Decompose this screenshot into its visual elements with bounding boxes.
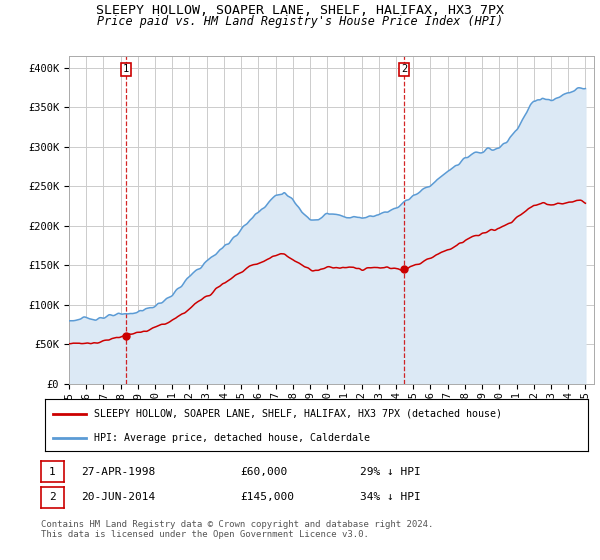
- Text: SLEEPY HOLLOW, SOAPER LANE, SHELF, HALIFAX, HX3 7PX: SLEEPY HOLLOW, SOAPER LANE, SHELF, HALIF…: [96, 4, 504, 17]
- Text: 34% ↓ HPI: 34% ↓ HPI: [360, 492, 421, 502]
- Text: £145,000: £145,000: [240, 492, 294, 502]
- Text: 2: 2: [49, 492, 56, 502]
- Text: 1: 1: [123, 64, 129, 74]
- Text: HPI: Average price, detached house, Calderdale: HPI: Average price, detached house, Cald…: [94, 433, 370, 443]
- Text: 29% ↓ HPI: 29% ↓ HPI: [360, 466, 421, 477]
- Text: 20-JUN-2014: 20-JUN-2014: [81, 492, 155, 502]
- Text: 1: 1: [49, 466, 56, 477]
- Text: 27-APR-1998: 27-APR-1998: [81, 466, 155, 477]
- Text: Contains HM Land Registry data © Crown copyright and database right 2024.
This d: Contains HM Land Registry data © Crown c…: [41, 520, 433, 539]
- Text: Price paid vs. HM Land Registry's House Price Index (HPI): Price paid vs. HM Land Registry's House …: [97, 15, 503, 27]
- Text: SLEEPY HOLLOW, SOAPER LANE, SHELF, HALIFAX, HX3 7PX (detached house): SLEEPY HOLLOW, SOAPER LANE, SHELF, HALIF…: [94, 409, 502, 419]
- Text: £60,000: £60,000: [240, 466, 287, 477]
- Text: 2: 2: [401, 64, 407, 74]
